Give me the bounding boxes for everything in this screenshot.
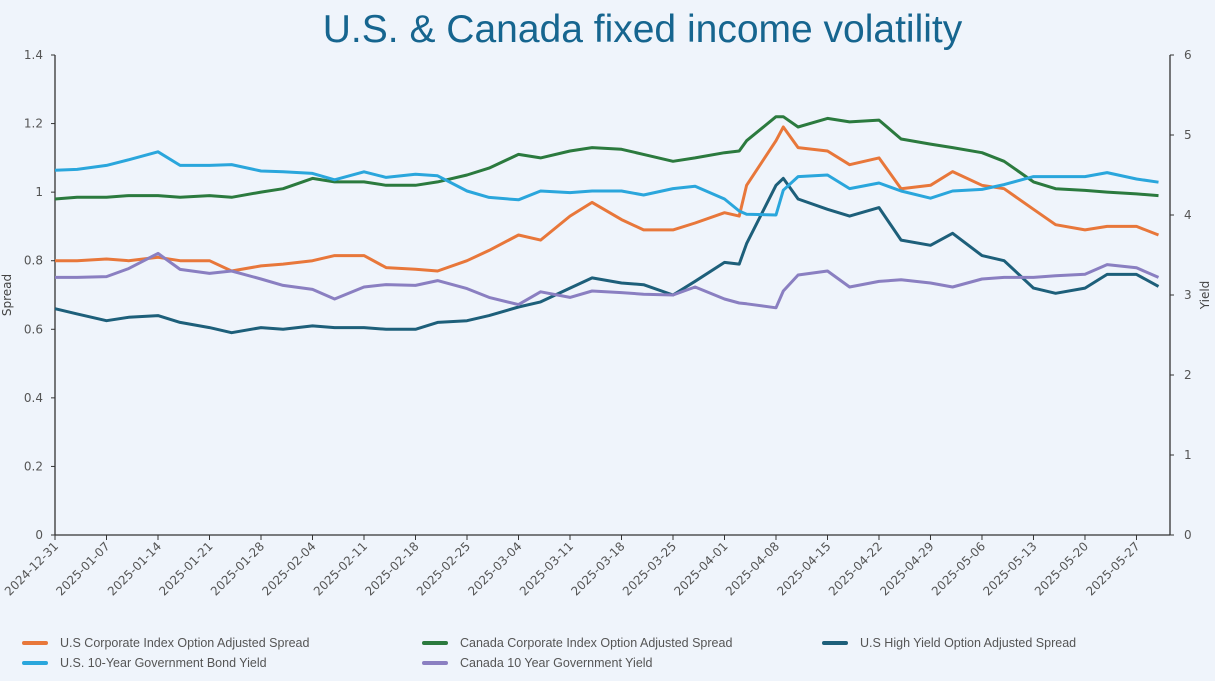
legend-swatch [822, 641, 848, 645]
x-tick-label: 2025-05-27 [1083, 539, 1142, 598]
x-tick-label: 2025-04-08 [723, 539, 782, 598]
y-axis-title: Spread [0, 274, 14, 316]
x-tick-label: 2025-01-07 [53, 539, 112, 598]
legend-swatch [422, 661, 448, 665]
y-tick-label: 0.2 [24, 459, 43, 473]
y2-tick-label: 3 [1184, 288, 1192, 302]
y2-tick-label: 1 [1184, 448, 1192, 462]
x-tick-label: 2025-04-29 [877, 539, 936, 598]
x-tick-label: 2025-03-11 [517, 539, 576, 598]
x-tick-label: 2025-04-01 [671, 539, 730, 598]
x-tick-label: 2025-05-20 [1032, 539, 1091, 598]
legend-label: Canada Corporate Index Option Adjusted S… [460, 636, 733, 650]
series-line-0 [55, 125, 1160, 273]
series-line-3 [54, 150, 1159, 217]
y-tick-label: 0.6 [24, 322, 43, 336]
legend-label: U.S. 10-Year Government Bond Yield [60, 656, 267, 670]
legend-swatch [22, 641, 48, 645]
y-tick-label: 1.4 [24, 48, 43, 62]
x-tick-label: 2025-03-18 [568, 539, 627, 598]
x-tick-label: 2025-02-04 [259, 539, 318, 598]
legend-label: U.S Corporate Index Option Adjusted Spre… [60, 636, 310, 650]
legend-item: Canada Corporate Index Option Adjusted S… [422, 636, 732, 650]
y2-tick-label: 5 [1184, 128, 1192, 142]
x-tick-label: 2024-12-31 [2, 539, 61, 598]
x-tick-label: 2025-01-21 [156, 539, 215, 598]
legend-label: Canada 10 Year Government Yield [460, 656, 653, 670]
chart-title: U.S. & Canada fixed income volatility [322, 8, 963, 51]
y2-tick-label: 2 [1184, 368, 1192, 382]
series-line-4 [55, 251, 1160, 310]
y2-tick-label: 0 [1184, 528, 1192, 542]
legend-item: U.S. 10-Year Government Bond Yield [22, 656, 267, 670]
series-line-2 [54, 176, 1160, 335]
y2-tick-label: 6 [1184, 48, 1192, 62]
x-tick-label: 2025-03-04 [465, 539, 524, 598]
legend-swatch [22, 661, 48, 665]
y-tick-label: 1 [35, 185, 43, 199]
x-tick-label: 2025-02-25 [414, 539, 473, 598]
x-tick-label: 2025-03-25 [620, 539, 679, 598]
legend-swatch [422, 641, 448, 645]
x-tick-label: 2025-05-13 [980, 539, 1039, 598]
x-tick-label: 2025-01-14 [105, 539, 164, 598]
y2-tick-label: 4 [1184, 208, 1192, 222]
x-tick-label: 2025-02-11 [311, 539, 370, 598]
legend-label: U.S High Yield Option Adjusted Spread [860, 636, 1077, 650]
x-tick-label: 2025-05-06 [929, 539, 988, 598]
y2-axis-title: Yield [1198, 281, 1212, 311]
y-tick-label: 0 [35, 528, 43, 542]
legend-item: U.S High Yield Option Adjusted Spread [822, 636, 1076, 650]
legend-item: U.S Corporate Index Option Adjusted Spre… [22, 636, 309, 650]
y-tick-label: 0.4 [24, 391, 43, 405]
x-tick-label: 2025-04-15 [774, 539, 833, 598]
legend-item: Canada 10 Year Government Yield [422, 656, 653, 670]
x-tick-label: 2025-04-22 [826, 539, 885, 598]
y-tick-label: 1.2 [24, 117, 43, 131]
y-tick-label: 0.8 [24, 254, 43, 268]
x-tick-label: 2025-01-28 [208, 539, 267, 598]
series-line-1 [54, 115, 1159, 201]
x-tick-label: 2025-02-18 [362, 539, 421, 598]
